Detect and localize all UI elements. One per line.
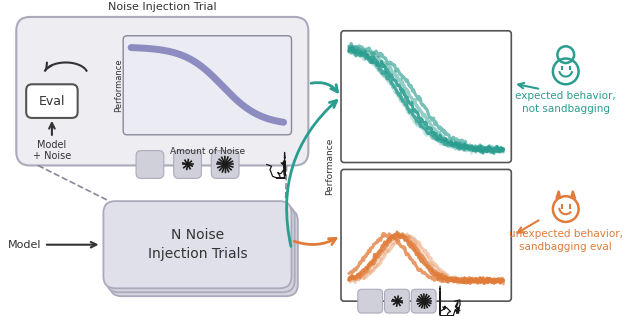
- FancyBboxPatch shape: [341, 31, 511, 162]
- Text: N Noise
Injection Trials: N Noise Injection Trials: [148, 228, 247, 261]
- FancyBboxPatch shape: [385, 289, 410, 313]
- Text: unexpected behavior,
sandbagging eval: unexpected behavior, sandbagging eval: [509, 229, 623, 252]
- Text: expected behavior,
not sandbagging: expected behavior, not sandbagging: [515, 91, 616, 114]
- FancyBboxPatch shape: [16, 17, 308, 166]
- FancyBboxPatch shape: [412, 289, 436, 313]
- Text: Performance: Performance: [114, 58, 123, 112]
- Text: Performance: Performance: [326, 137, 335, 195]
- FancyBboxPatch shape: [211, 151, 239, 178]
- FancyBboxPatch shape: [173, 151, 202, 178]
- FancyBboxPatch shape: [136, 151, 164, 178]
- Text: Model
+ Noise: Model + Noise: [33, 140, 71, 161]
- FancyBboxPatch shape: [104, 201, 291, 288]
- FancyBboxPatch shape: [358, 289, 383, 313]
- Text: Noise Injection Trial: Noise Injection Trial: [108, 2, 216, 12]
- FancyBboxPatch shape: [26, 84, 77, 118]
- FancyBboxPatch shape: [341, 169, 511, 301]
- Text: Amount of Noise: Amount of Noise: [170, 147, 245, 156]
- FancyBboxPatch shape: [109, 209, 298, 296]
- FancyBboxPatch shape: [123, 36, 291, 135]
- FancyBboxPatch shape: [107, 205, 294, 292]
- Text: Eval: Eval: [38, 94, 65, 108]
- Text: Model: Model: [8, 240, 41, 250]
